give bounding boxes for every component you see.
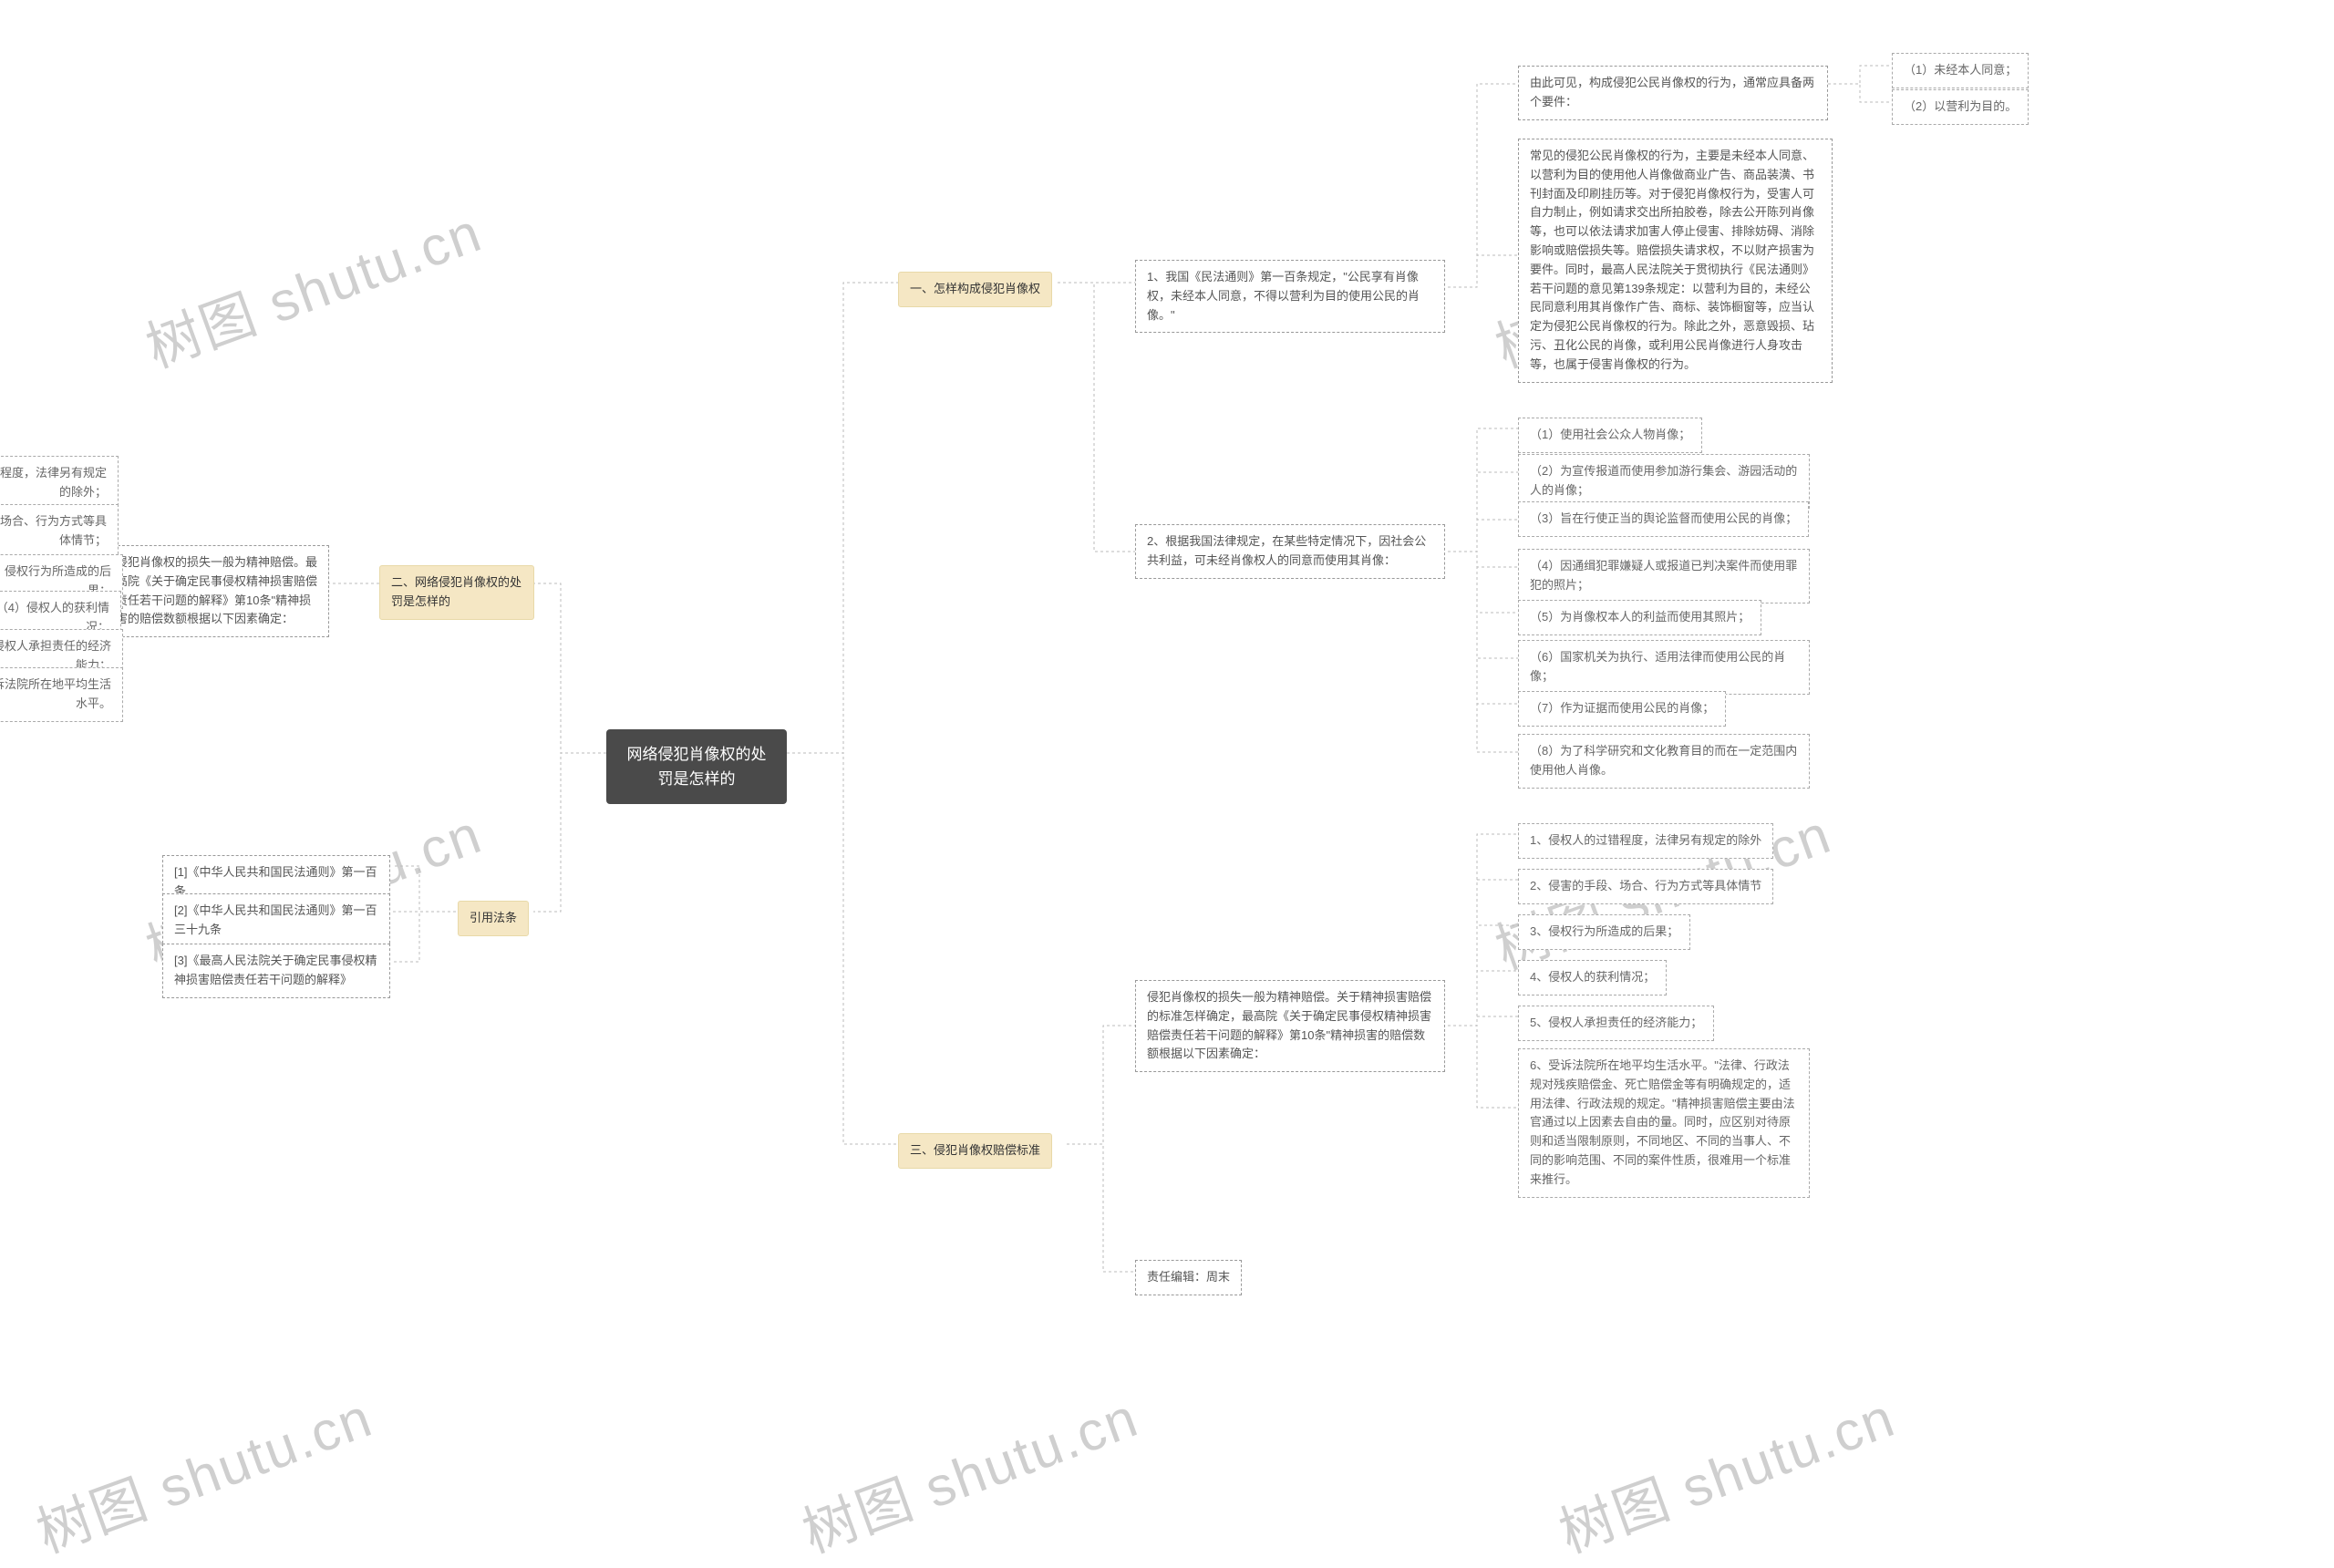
b1-c2-s2: （2）为宣传报道而使用参加游行集会、游园活动的人的肖像； xyxy=(1518,454,1810,509)
b1-c1-s0a: （1）未经本人同意； xyxy=(1892,53,2029,88)
b2-c1-s1: （1）侵权人的过错程度，法律另有规定的除外； xyxy=(0,456,119,511)
branch-2: 二、网络侵犯肖像权的处罚是怎样的 xyxy=(379,565,534,620)
b3-c2: 责任编辑：周末 xyxy=(1135,1260,1242,1295)
b2-c1: 侵犯肖像权的损失一般为精神赔偿。最高院《关于确定民事侵权精神损害赔偿责任若干问题… xyxy=(104,545,329,637)
b1-c2-s1: （1）使用社会公众人物肖像； xyxy=(1518,418,1702,453)
b4-c3: [3]《最高人民法院关于确定民事侵权精神损害赔偿责任若干问题的解释》 xyxy=(162,944,390,998)
b3-c1-s3: 3、侵权行为所造成的后果； xyxy=(1518,914,1690,950)
b1-c2-s8: （8）为了科学研究和文化教育目的而在一定范围内使用他人肖像。 xyxy=(1518,734,1810,789)
branch-3: 三、侵犯肖像权赔偿标准 xyxy=(898,1133,1052,1169)
b3-c1-s5: 5、侵权人承担责任的经济能力； xyxy=(1518,1006,1714,1041)
b1-c2-s4: （4）因通缉犯罪嫌疑人或报道已判决案件而使用罪犯的照片； xyxy=(1518,549,1810,603)
b4-c2: [2]《中华人民共和国民法通则》第一百三十九条 xyxy=(162,893,390,948)
b1-c2-s5: （5）为肖像权本人的利益而使用其照片； xyxy=(1518,600,1761,635)
b1-c2: 2、根据我国法律规定，在某些特定情况下，因社会公共利益，可未经肖像权人的同意而使… xyxy=(1135,524,1445,579)
b3-c1: 侵犯肖像权的损失一般为精神赔偿。关于精神损害赔偿的标准怎样确定，最高院《关于确定… xyxy=(1135,980,1445,1072)
branch-1: 一、怎样构成侵犯肖像权 xyxy=(898,272,1052,307)
b1-c2-s3: （3）旨在行使正当的舆论监督而使用公民的肖像； xyxy=(1518,501,1809,537)
root-label: 网络侵犯肖像权的处罚是怎样的 xyxy=(627,746,767,788)
watermark: 树图 shutu.cn xyxy=(25,1374,382,1568)
b1-c1-s0: 由此可见，构成侵犯公民肖像权的行为，通常应具备两个要件： xyxy=(1518,66,1828,120)
b2-c1-s2: （2）侵害的手段、场合、行为方式等具体情节； xyxy=(0,504,119,559)
root-node: 网络侵犯肖像权的处罚是怎样的 xyxy=(606,729,787,804)
b2-c1-s6: （6）受诉法院所在地平均生活水平。 xyxy=(0,667,123,722)
b1-c1-s1: 常见的侵犯公民肖像权的行为，主要是未经本人同意、以营利为目的使用他人肖像做商业广… xyxy=(1518,139,1833,383)
b1-c1: 1、我国《民法通则》第一百条规定，"公民享有肖像权，未经本人同意，不得以营利为目… xyxy=(1135,260,1445,333)
watermark: 树图 shutu.cn xyxy=(134,189,491,384)
branch-4: 引用法条 xyxy=(458,901,529,936)
b3-c1-s2: 2、侵害的手段、场合、行为方式等具体情节 xyxy=(1518,869,1773,904)
b3-c1-s1: 1、侵权人的过错程度，法律另有规定的除外 xyxy=(1518,823,1773,859)
b1-c2-s7: （7）作为证据而使用公民的肖像； xyxy=(1518,691,1726,727)
watermark: 树图 shutu.cn xyxy=(1547,1374,1905,1568)
watermark: 树图 shutu.cn xyxy=(790,1374,1148,1568)
b1-c1-s0b: （2）以营利为目的。 xyxy=(1892,89,2029,125)
b3-c1-s6: 6、受诉法院所在地平均生活水平。"法律、行政法规对残疾赔偿金、死亡赔偿金等有明确… xyxy=(1518,1048,1810,1198)
b3-c1-s4: 4、侵权人的获利情况； xyxy=(1518,960,1667,995)
b1-c2-s6: （6）国家机关为执行、适用法律而使用公民的肖像； xyxy=(1518,640,1810,695)
